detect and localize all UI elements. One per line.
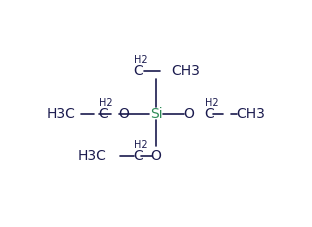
Text: C: C bbox=[98, 106, 108, 121]
Text: H2: H2 bbox=[134, 140, 148, 150]
Text: CH3: CH3 bbox=[237, 106, 266, 121]
Text: O: O bbox=[151, 149, 161, 163]
Text: C: C bbox=[133, 64, 143, 78]
Text: C: C bbox=[133, 149, 143, 163]
Text: O: O bbox=[118, 106, 129, 121]
Text: Si: Si bbox=[150, 106, 162, 121]
Text: H2: H2 bbox=[205, 98, 218, 108]
Text: O: O bbox=[183, 106, 194, 121]
Text: C: C bbox=[204, 106, 214, 121]
Text: H2: H2 bbox=[99, 98, 113, 108]
Text: H2: H2 bbox=[134, 55, 148, 65]
Text: CH3: CH3 bbox=[172, 64, 201, 78]
Text: H3C: H3C bbox=[46, 106, 75, 121]
Text: H3C: H3C bbox=[78, 149, 107, 163]
